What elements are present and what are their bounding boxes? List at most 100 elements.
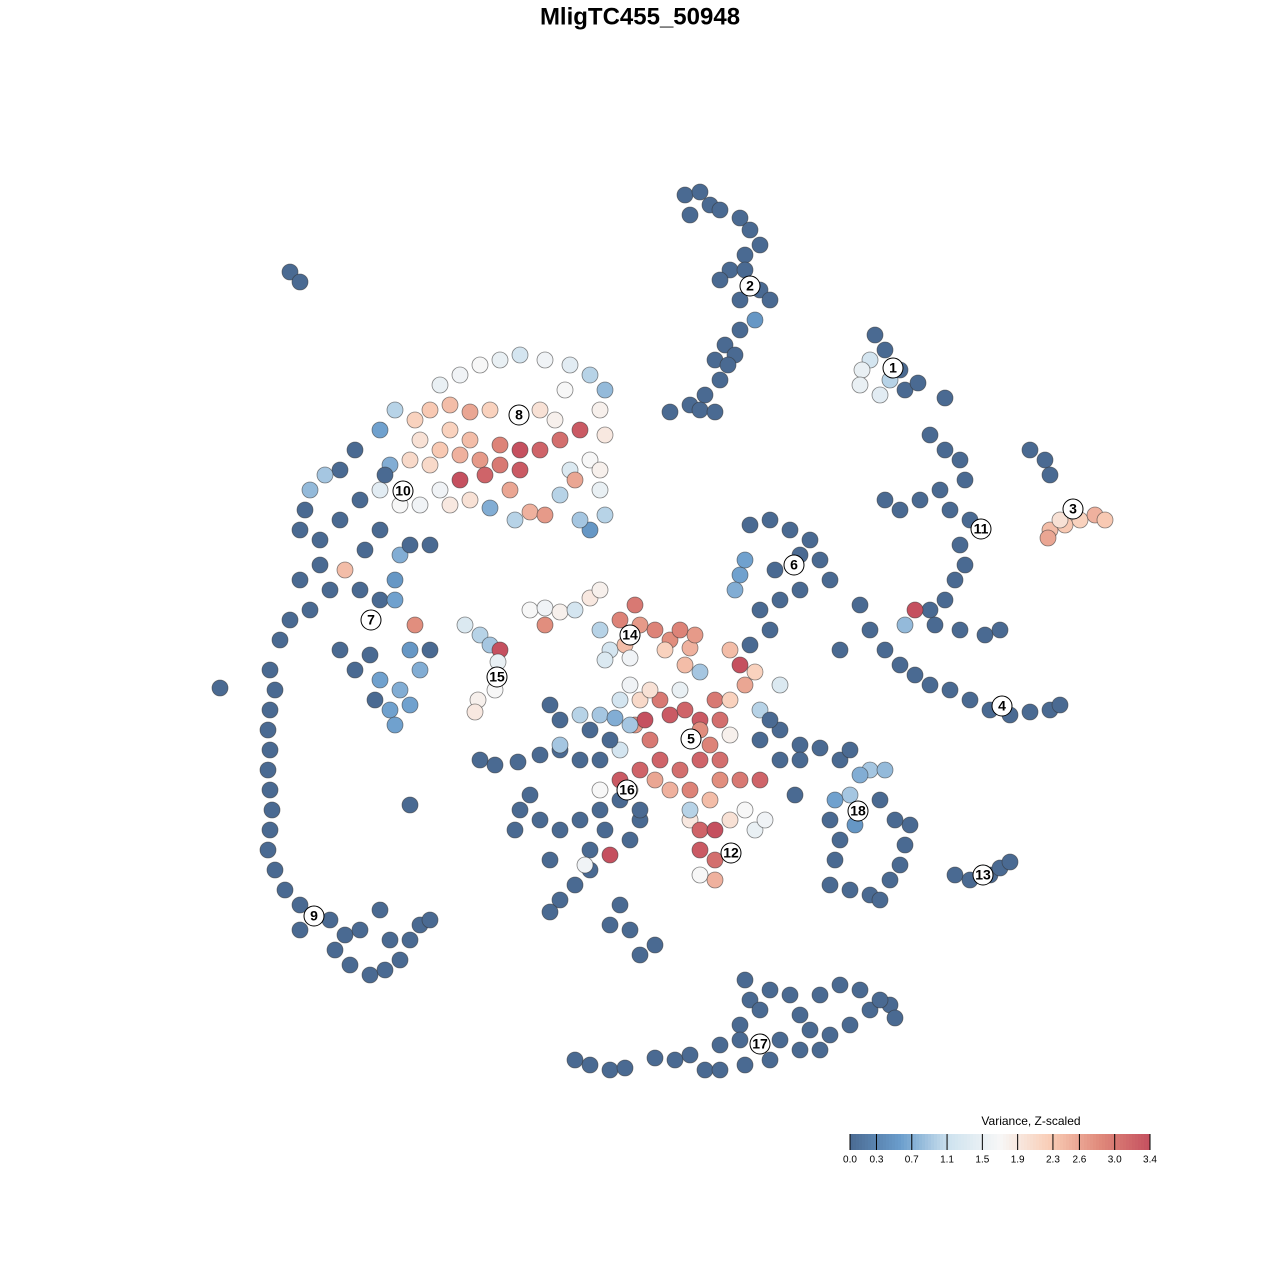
cluster-marker [1062,498,1084,520]
point [801,1021,819,1039]
point [701,736,719,754]
point [371,481,389,499]
point [881,871,899,889]
point [811,986,829,1004]
point [711,1061,729,1079]
point [761,621,779,639]
colorbar-segment [1033,1134,1037,1150]
point [821,876,839,894]
colorbar-segment [1021,1134,1025,1150]
point [826,851,844,869]
point [876,491,894,509]
point [886,1009,904,1027]
colorbar-segment [1090,1134,1094,1150]
point [691,821,709,839]
point [736,676,754,694]
point [691,751,709,769]
colorbar-segment [901,1134,905,1150]
colorbar-tick-label: 0.3 [870,1155,884,1166]
point [1021,441,1039,459]
point [471,451,489,469]
point [491,456,509,474]
point [901,816,919,834]
colorbar-segment [940,1134,944,1150]
point [811,551,829,569]
point [706,871,724,889]
point [936,389,954,407]
colorbar-segment [1018,1134,1022,1150]
point [406,411,424,429]
point [411,431,429,449]
cluster-label: 9 [310,908,318,924]
point [811,739,829,757]
colorbar-segment [1084,1134,1088,1150]
point [581,366,599,384]
point [876,641,894,659]
colorbar-segment [1147,1134,1151,1150]
colorbar-segment [988,1134,992,1150]
point [511,346,529,364]
point [821,571,839,589]
point [911,491,929,509]
colorbar-segment [964,1134,968,1150]
point [263,801,281,819]
point [731,209,749,227]
point [791,1006,809,1024]
point [611,741,629,759]
colorbar-segment [991,1134,995,1150]
point [421,641,439,659]
point [641,731,659,749]
point [261,661,279,679]
colorbar-tick-label: 0.0 [843,1155,857,1166]
point [511,441,529,459]
cluster-label: 16 [619,782,635,798]
point [1036,451,1054,469]
point [341,956,359,974]
point [259,721,277,739]
point [791,581,809,599]
point [571,751,589,769]
colorbar-segment [1111,1134,1115,1150]
point [521,786,539,804]
colorbar-segment [1099,1134,1103,1150]
point [259,841,277,859]
point [431,441,449,459]
point [621,649,639,667]
colorbar-segment [994,1134,998,1150]
colorbar-segment [889,1134,893,1150]
point [771,721,789,739]
point [391,951,409,969]
point [571,421,589,439]
point [711,711,729,729]
colorbar-segment [979,1134,983,1150]
colorbar-segment [856,1134,860,1150]
point [866,326,884,344]
point [736,801,754,819]
point [951,621,969,639]
point [853,361,871,379]
colorbar-segment [1057,1134,1061,1150]
point [421,911,439,929]
point [791,751,809,769]
point [366,691,384,709]
point [471,626,489,644]
point [1051,696,1069,714]
point [821,1026,839,1044]
colorbar-segment [1024,1134,1028,1150]
colorbar-segment [1126,1134,1130,1150]
point [751,731,769,749]
point [551,431,569,449]
colorbar-segment [937,1134,941,1150]
point [381,931,399,949]
colorbar-segment [1036,1134,1040,1150]
colorbar-tick-label: 3.0 [1108,1155,1122,1166]
point [611,611,629,629]
point [826,791,844,809]
point [711,751,729,769]
point [861,621,879,639]
cluster-marker [783,554,805,576]
point [671,621,689,639]
point [536,616,554,634]
colorbar-segment [949,1134,953,1150]
point [541,851,559,869]
